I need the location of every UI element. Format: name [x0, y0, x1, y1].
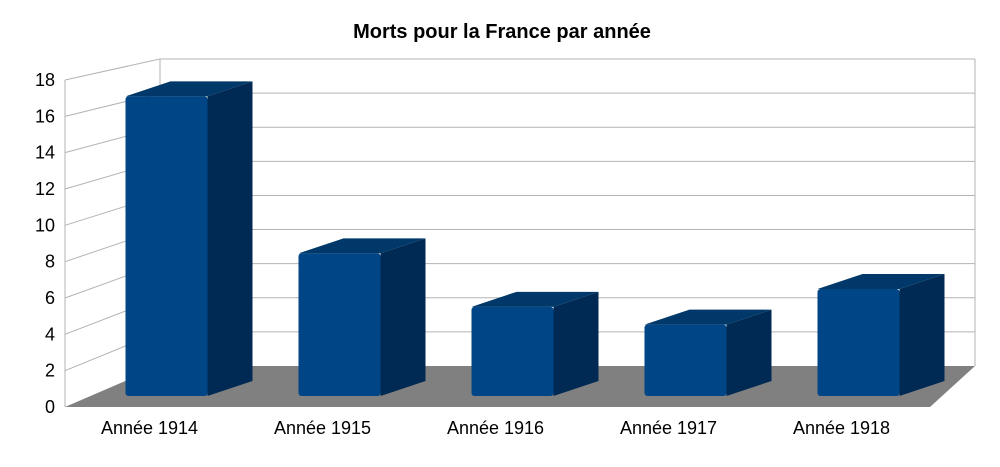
y-tick-label: 8 — [45, 252, 55, 272]
bar-top — [644, 309, 772, 325]
gridlines — [64, 58, 975, 372]
x-tick-label: Année 1917 — [620, 418, 717, 438]
bar-front — [125, 96, 208, 397]
y-tick-label: 0 — [45, 397, 55, 417]
x-tick-label: Année 1916 — [447, 418, 544, 438]
bar-front — [817, 289, 900, 396]
gridline-side — [64, 58, 161, 81]
bar-side — [726, 309, 772, 396]
x-tick-label: Année 1918 — [793, 418, 890, 438]
bar-top — [471, 291, 599, 307]
bar — [298, 238, 426, 396]
bar-top — [298, 238, 426, 254]
y-axis-ticks: 0 2 4 6 8 10 12 14 16 18 — [35, 70, 55, 417]
chart-title: Morts pour la France par année — [353, 21, 651, 43]
y-tick-label: 10 — [35, 215, 55, 235]
x-tick-label: Année 1915 — [274, 418, 371, 438]
x-axis-labels: Année 1914 Année 1915 Année 1916 Année 1917… — [101, 418, 890, 438]
bar-front — [644, 324, 727, 396]
bar-side — [380, 238, 426, 396]
bar — [471, 291, 599, 396]
y-tick-label: 18 — [35, 70, 55, 90]
bar-top — [817, 274, 945, 289]
bar-side — [899, 274, 945, 396]
bar-front — [298, 253, 381, 396]
bar-side — [553, 291, 599, 396]
bars — [125, 81, 945, 397]
bar — [817, 274, 945, 396]
bar-front — [471, 306, 554, 396]
y-tick-label: 6 — [45, 288, 55, 308]
bar — [644, 309, 772, 396]
x-tick-label: Année 1914 — [101, 418, 198, 438]
bar — [125, 81, 253, 397]
bar-side — [207, 81, 253, 397]
bar-top — [125, 81, 253, 97]
y-tick-label: 2 — [45, 361, 55, 381]
y-tick-label: 4 — [45, 324, 55, 344]
y-tick-label: 16 — [35, 106, 55, 126]
y-tick-label: 12 — [35, 179, 55, 199]
y-tick-label: 14 — [35, 143, 55, 163]
